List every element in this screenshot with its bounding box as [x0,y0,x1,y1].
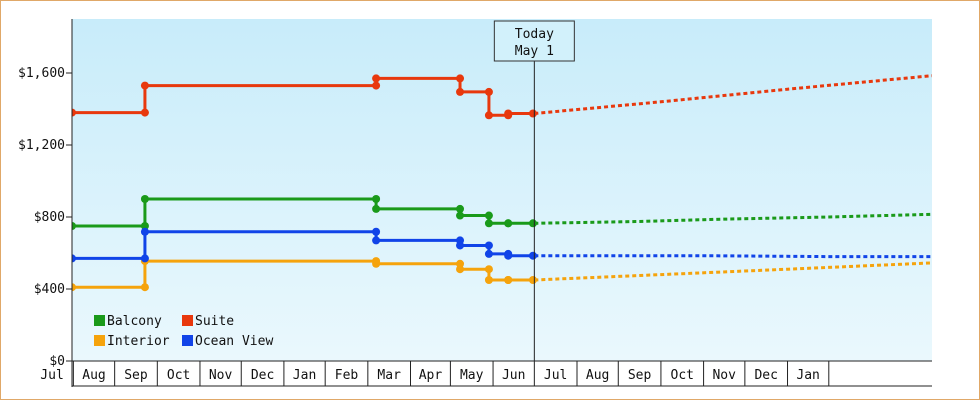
series-point-ocean-view-1 [140,254,149,263]
series-point-ocean-view-0 [72,254,76,263]
series-point-balcony-1 [140,222,149,230]
series-point-interior-6 [456,265,465,274]
today-label: Today [515,27,554,42]
x-tick-label-1: Aug [82,368,105,383]
x-tick-label-3: Oct [167,368,190,383]
series-point-balcony-2 [140,195,149,203]
x-tick-label-8: Mar [377,368,401,383]
x-tick-label-2: Sep [124,368,148,383]
series-point-ocean-view-3 [372,227,381,236]
series-point-suite-2 [140,81,149,90]
series-point-suite-11 [528,109,537,118]
series-point-suite-8 [484,111,493,120]
series-point-balcony-0 [72,222,76,230]
series-point-interior-8 [484,276,493,284]
x-tick-label-15: Oct [671,368,694,383]
legend-swatch-balcony [94,315,105,326]
x-tick-label-13: Aug [586,368,609,383]
series-point-interior-11 [528,276,537,284]
series-point-interior-7 [484,265,493,274]
x-tick-label-7: Feb [335,368,359,383]
today-box [493,20,575,62]
series-point-ocean-view-11 [528,251,537,260]
x-tick-label-16: Nov [712,368,736,383]
y-tick-label-1: $400 [34,282,65,297]
legend-label-ocean-view: Ocean View [195,334,273,349]
x-tick-label-4: Nov [209,368,233,383]
series-point-interior-0 [72,283,76,292]
y-tick-label-2: $800 [34,210,65,225]
series-point-suite-0 [72,108,76,117]
legend-swatch-interior [94,335,105,346]
series-point-balcony-3 [372,195,381,203]
series-point-ocean-view-10 [504,251,513,260]
series-point-suite-10 [504,109,513,118]
x-tick-label-11: Jun [502,368,525,383]
x-tick-label-14: Sep [628,368,652,383]
series-point-ocean-view-6 [456,241,465,250]
series-point-interior-1 [140,283,149,292]
forecast-line-suite [534,74,932,115]
series-point-suite-4 [372,74,381,83]
legend-swatch-ocean-view [182,335,193,346]
legend: Balcony Suite Interior Ocean View [94,314,273,349]
series-point-balcony-10 [504,219,513,228]
today-marker: Today May 1 [493,20,575,361]
legend-label-interior: Interior [107,334,170,349]
series-point-ocean-view-7 [484,241,493,250]
legend-swatch-suite [182,315,193,326]
x-tick-label-6: Jan [293,368,316,383]
y-tick-label-0: $0 [49,354,65,369]
plot-area [72,19,932,361]
series-point-suite-1 [140,108,149,117]
legend-label-balcony: Balcony [107,314,162,329]
series-point-balcony-5 [456,204,465,213]
forecast-line-interior [534,261,932,282]
series-point-ocean-view-8 [484,249,493,258]
series-point-ocean-view-2 [140,227,149,236]
series-point-suite-5 [456,74,465,83]
series-point-balcony-8 [484,219,493,228]
series-point-balcony-4 [372,204,381,213]
series-point-suite-7 [484,87,493,96]
series-point-balcony-11 [528,219,537,228]
y-tick-label-4: $1,600 [18,66,65,81]
x-tick-label-10: May [460,368,484,383]
series-point-suite-3 [372,81,381,90]
series-point-suite-6 [456,87,465,96]
x-tick-label-17: Dec [754,368,777,383]
legend-label-suite: Suite [195,314,234,329]
x-tick-label-5: Dec [251,368,274,383]
axis-layer: $0 $400 $800 $1,200 $1,600 Jul Aug Sep Oct Nov Dec… [18,19,932,387]
forecast-line-ocean-view [534,254,932,259]
y-tick-label-3: $1,200 [18,138,65,153]
series-point-balcony-7 [484,211,493,220]
series-point-ocean-view-4 [372,236,381,245]
today-date-label: May 1 [515,44,554,59]
x-tick-label-12: Jul [544,368,567,383]
x-tick-label-18: Jan [796,368,819,383]
x-tick-label-0: Jul [40,368,63,383]
series-layer [72,74,932,292]
series-point-interior-4 [372,259,381,268]
x-tick-label-9: Apr [419,368,443,383]
series-point-balcony-6 [456,211,465,220]
series-point-interior-10 [504,276,513,284]
